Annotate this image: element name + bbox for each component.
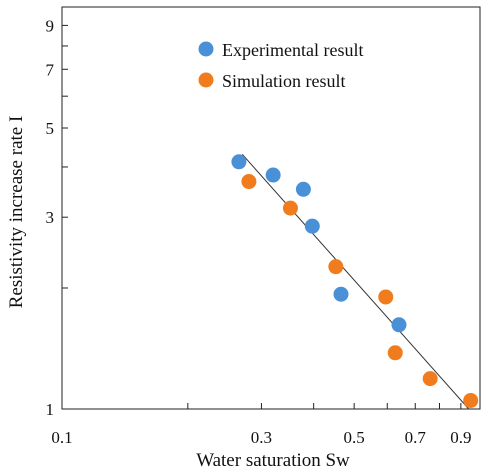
experimental-point	[265, 167, 281, 183]
y-tick-label: 9	[46, 16, 55, 35]
fit-line	[241, 154, 470, 410]
experimental-point	[231, 154, 247, 170]
legend: Experimental result Simulation result	[198, 40, 363, 91]
ticks-layer: 0.1 0.3 0.5 0.7 0.9 1 3 5 7 9	[46, 16, 472, 447]
experimental-point	[391, 317, 407, 333]
simulation-point	[387, 345, 403, 361]
simulation-point	[378, 289, 394, 305]
x-tick-label: 0.9	[450, 428, 471, 447]
legend-marker-simulation	[198, 72, 214, 88]
x-tick-label: 0.3	[251, 428, 272, 447]
x-tick-label: 0.5	[344, 428, 365, 447]
legend-marker-experimental	[198, 41, 214, 57]
experimental-point	[295, 181, 311, 197]
y-axis-label: Resistivity increase rate I	[6, 116, 27, 309]
simulation-point	[328, 259, 344, 275]
y-tick-label: 1	[46, 400, 55, 419]
simulation-point	[463, 392, 479, 408]
x-axis-label: Water saturation Sw	[196, 450, 350, 471]
simulation-point	[422, 371, 438, 387]
y-tick-label: 7	[46, 60, 55, 79]
plot-frame	[61, 6, 481, 410]
legend-label-experimental: Experimental result	[222, 40, 363, 60]
experimental-point	[304, 218, 320, 234]
x-tick-label: 0.1	[51, 428, 72, 447]
simulation-point	[282, 200, 298, 216]
legend-label-simulation: Simulation result	[222, 71, 346, 91]
y-tick-label: 5	[46, 119, 55, 138]
points-layer	[231, 154, 479, 408]
experimental-point	[333, 286, 349, 302]
x-tick-label: 0.7	[405, 428, 427, 447]
fit-line-layer	[241, 154, 470, 410]
y-tick-label: 3	[46, 208, 55, 227]
simulation-point	[241, 174, 257, 190]
